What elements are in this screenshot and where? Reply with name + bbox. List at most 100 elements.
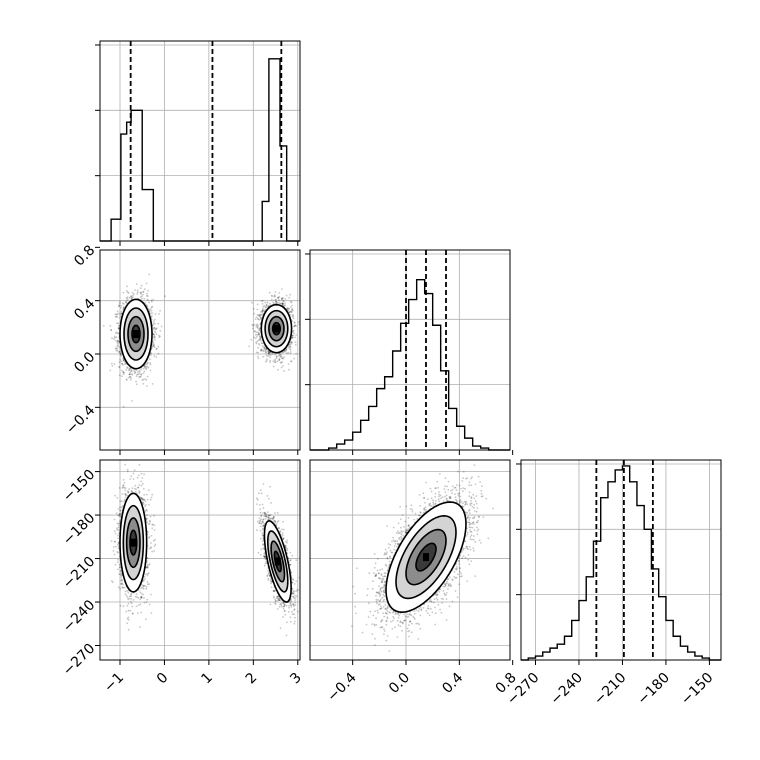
sample-point — [287, 611, 290, 613]
sample-point — [153, 514, 155, 517]
sample-point — [114, 540, 116, 543]
sample-point — [155, 347, 158, 350]
sample-point — [356, 567, 358, 570]
sample-point — [282, 538, 285, 540]
sample-point — [113, 335, 116, 338]
sample-point — [371, 587, 374, 590]
sample-point — [291, 337, 294, 339]
sample-point — [286, 549, 289, 552]
sample-point — [444, 584, 447, 587]
sample-point — [468, 491, 471, 494]
sample-point — [388, 564, 391, 567]
sample-point — [129, 367, 132, 370]
sample-point — [260, 548, 263, 551]
sample-point — [128, 368, 131, 371]
sample-point — [273, 519, 276, 522]
sample-point — [411, 510, 414, 513]
sample-point — [152, 337, 155, 339]
sample-point — [123, 486, 126, 489]
sample-point — [282, 520, 284, 523]
sample-point — [127, 602, 130, 605]
sample-point — [434, 500, 437, 502]
sample-point — [379, 600, 381, 602]
sample-point — [146, 581, 149, 583]
sample-point — [374, 575, 377, 577]
sample-point — [136, 476, 139, 479]
sample-point — [132, 599, 135, 601]
sample-point — [389, 611, 392, 614]
sample-point — [407, 516, 410, 519]
sample-point — [284, 613, 287, 616]
sample-point — [448, 605, 451, 608]
sample-point — [134, 595, 137, 598]
sample-point — [274, 521, 276, 524]
sample-point — [263, 555, 266, 558]
sample-point — [476, 521, 479, 524]
sample-point — [135, 369, 138, 372]
sample-point — [140, 368, 142, 371]
sample-point — [434, 606, 436, 609]
sample-point — [265, 513, 268, 516]
sample-point — [430, 497, 433, 500]
sample-point — [294, 324, 297, 326]
sample-point — [262, 305, 265, 308]
sample-point — [275, 300, 278, 303]
sample-point — [386, 610, 389, 613]
sample-point — [293, 583, 296, 585]
sample-point — [439, 473, 441, 475]
sample-point — [397, 522, 400, 525]
sample-point — [284, 304, 286, 306]
sample-point — [395, 532, 398, 534]
sample-point — [121, 505, 124, 508]
sample-point — [128, 488, 131, 490]
sample-point — [142, 593, 145, 596]
sample-point — [261, 503, 264, 506]
sample-point — [289, 551, 292, 554]
sample-point — [274, 589, 276, 592]
sample-point — [153, 524, 156, 527]
sample-point — [402, 534, 405, 537]
sample-point — [257, 327, 259, 330]
sample-point — [290, 606, 293, 608]
sample-point — [471, 538, 473, 541]
sample-point — [383, 630, 386, 632]
sample-point — [402, 530, 404, 533]
sample-point — [123, 482, 126, 484]
sample-point — [287, 346, 290, 349]
sample-point — [255, 503, 258, 505]
sample-point — [151, 527, 154, 530]
sample-point — [449, 497, 452, 499]
sample-point — [268, 350, 271, 353]
sample-point — [408, 635, 410, 638]
sample-point — [121, 586, 124, 589]
sample-point — [438, 493, 441, 496]
sample-point — [262, 349, 264, 352]
sample-point — [145, 363, 148, 366]
sample-point — [289, 602, 292, 605]
sample-point — [135, 283, 138, 285]
sample-point — [452, 485, 454, 488]
sample-point — [142, 585, 145, 588]
sample-point — [258, 329, 261, 332]
sample-point — [146, 498, 149, 501]
sample-point — [117, 312, 120, 315]
sample-point — [374, 610, 376, 613]
sample-point — [376, 602, 378, 605]
sample-point — [141, 497, 144, 500]
histogram-param-1 — [310, 279, 510, 451]
sample-point — [120, 312, 123, 315]
sample-point — [267, 352, 270, 355]
sample-point — [146, 385, 148, 387]
sample-point — [110, 580, 113, 582]
sample-point — [142, 584, 145, 587]
sample-point — [122, 359, 125, 362]
sample-point — [292, 315, 294, 317]
sample-point — [423, 497, 425, 499]
sample-point — [267, 352, 270, 355]
sample-point — [295, 324, 298, 327]
sample-point — [291, 613, 294, 615]
sample-point — [290, 341, 293, 344]
sample-point — [289, 293, 292, 296]
sample-point — [137, 373, 140, 376]
sample-point — [419, 628, 422, 630]
